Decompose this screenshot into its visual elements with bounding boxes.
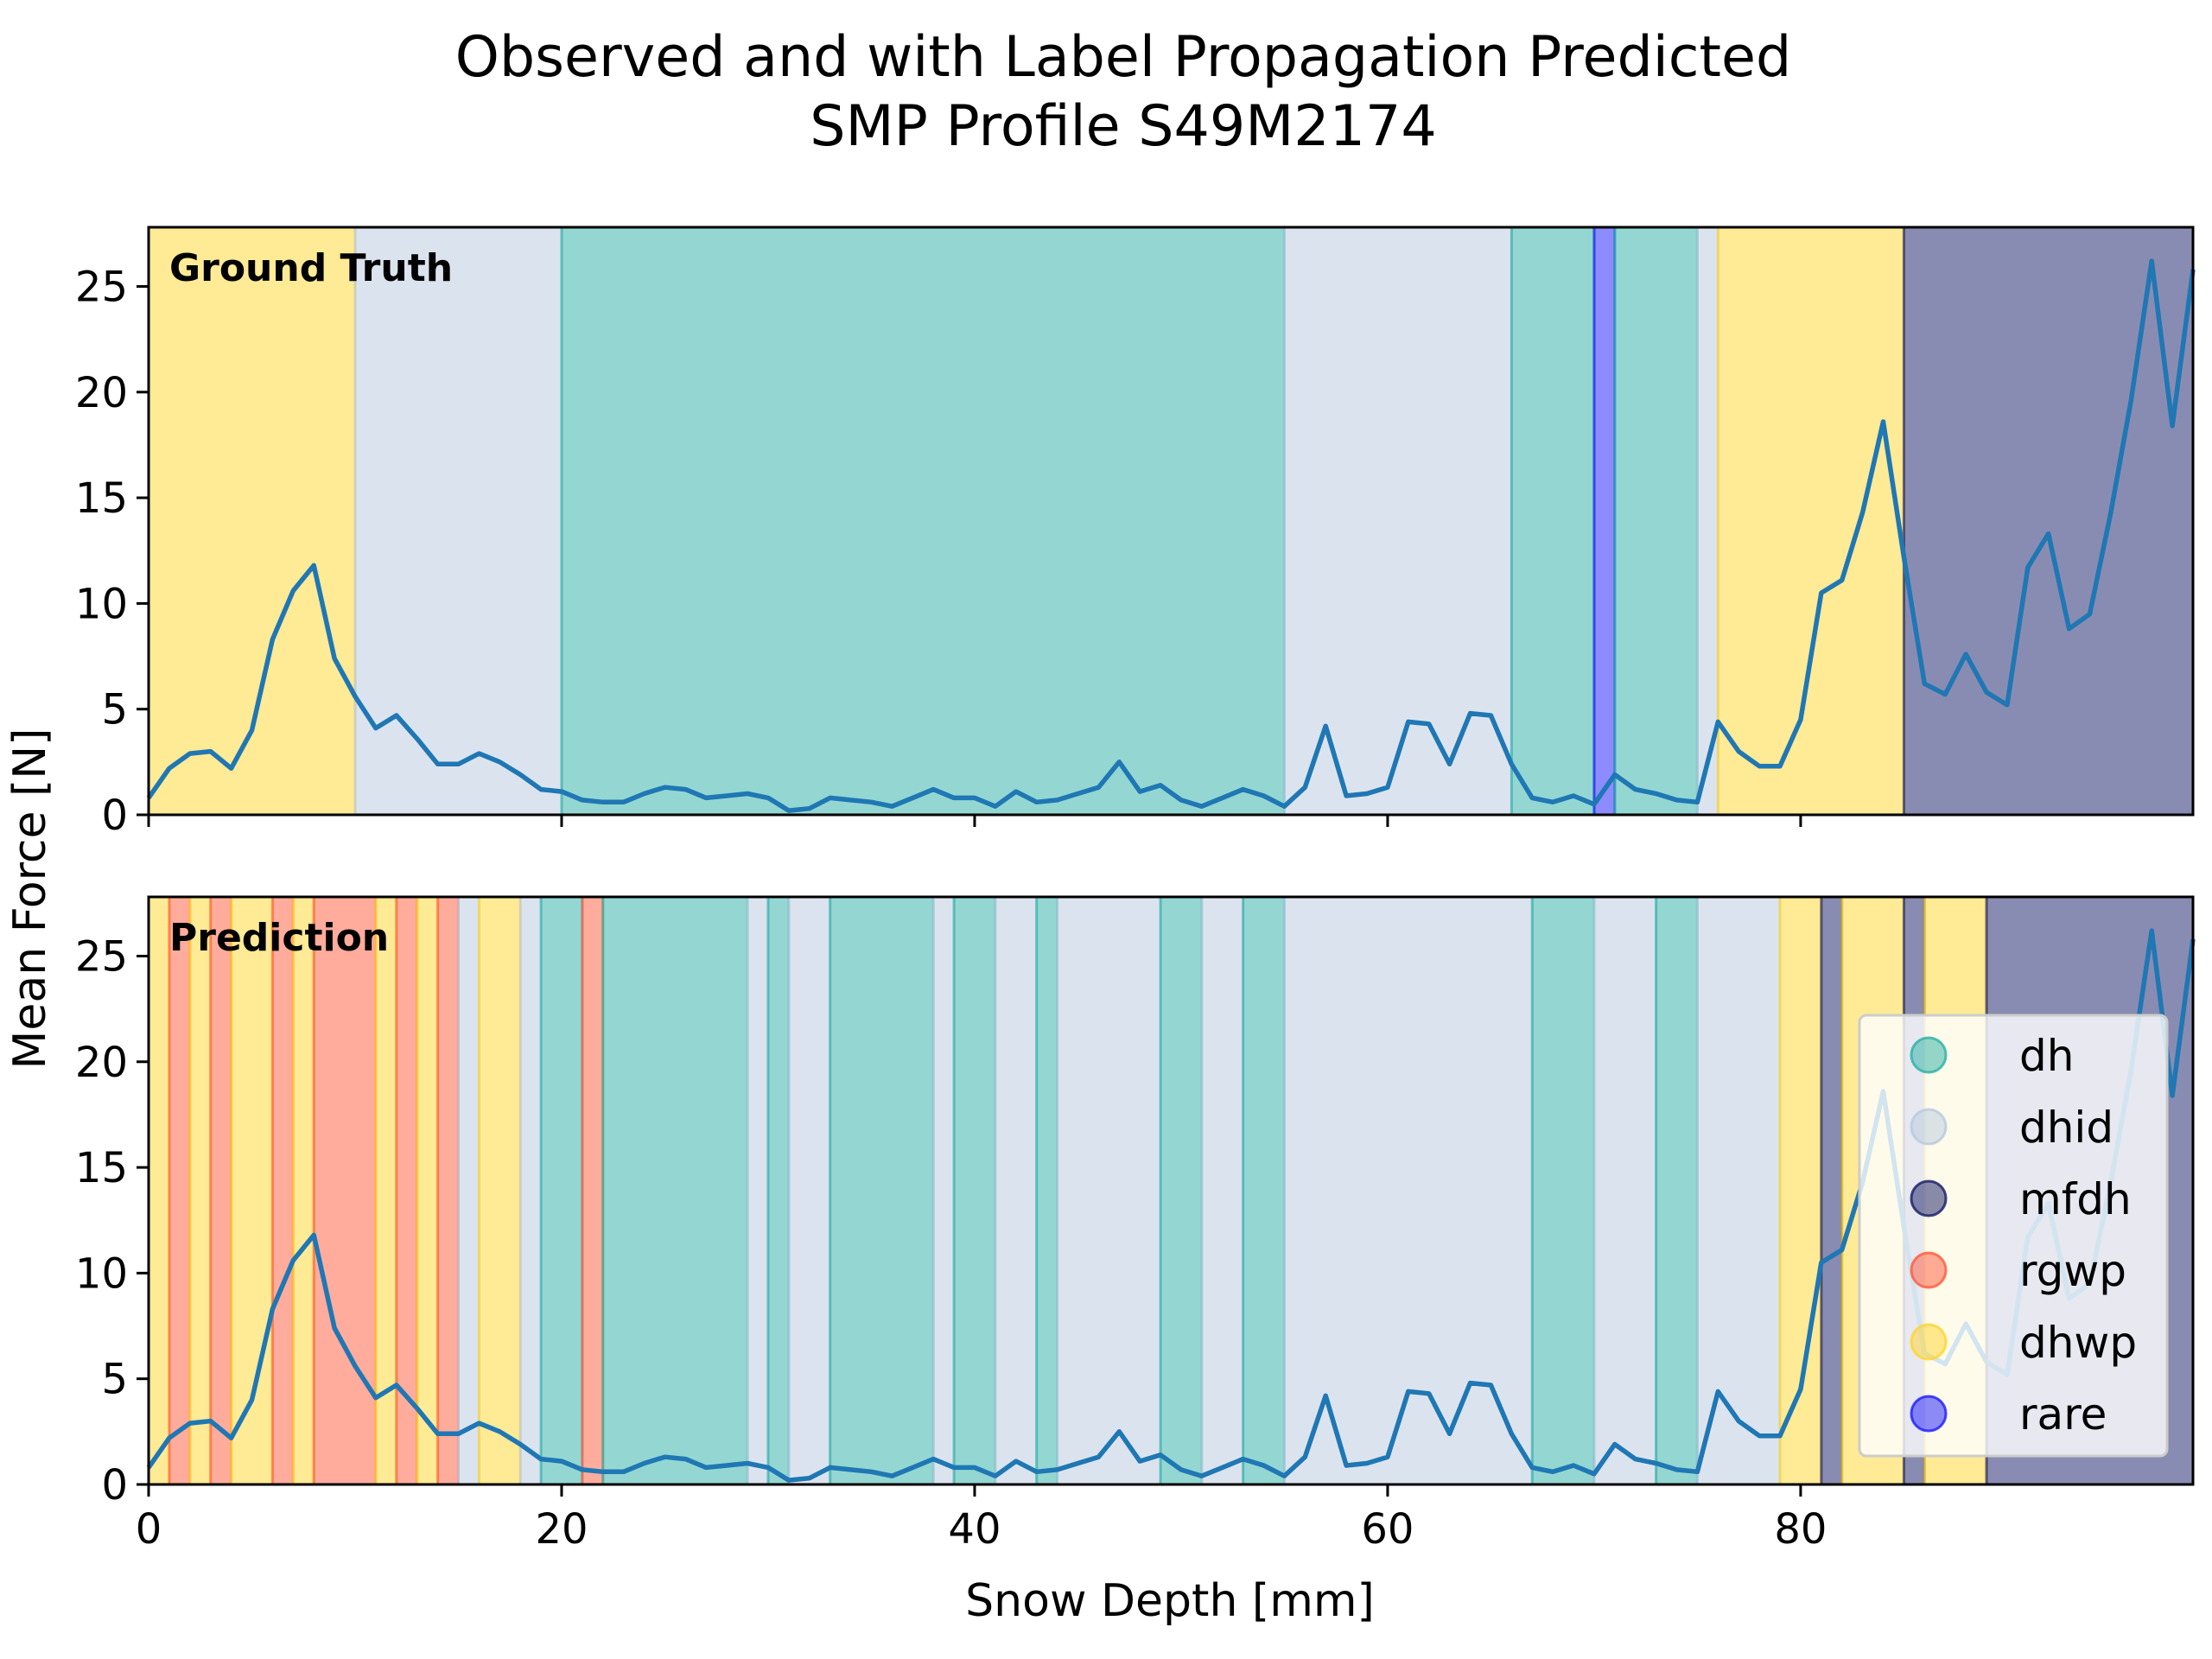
axes-frame: [147, 226, 2195, 817]
segment-dhid: [931, 895, 956, 1486]
segment-dhid: [1200, 895, 1245, 1486]
segment-dhwp: [291, 895, 315, 1486]
x-tick-label: 40: [948, 1505, 1001, 1554]
segment-dh: [1035, 895, 1059, 1486]
y-tick-label: 20: [75, 1039, 128, 1087]
chart-title-line-1: Observed and with Label Propagation Pred…: [455, 25, 1792, 90]
legend-box: [1858, 1014, 2169, 1458]
segment-rare: [1592, 226, 1617, 817]
mean-force-line: [146, 258, 2196, 813]
panel-label: Ground Truth: [169, 246, 453, 290]
x-tick-label: 0: [136, 1505, 162, 1554]
segment-dhid: [1282, 226, 1513, 817]
segment-dhid: [456, 895, 480, 1486]
y-tick-label: 15: [75, 474, 128, 523]
y-tick-label: 15: [75, 1144, 128, 1192]
x-tick-label: 20: [535, 1505, 588, 1554]
segment-dhwp: [477, 895, 522, 1486]
legend-label-rare: rare: [2019, 1389, 2107, 1440]
x-tick-label: 80: [1774, 1505, 1827, 1554]
segment-dh: [560, 226, 1286, 817]
y-tick-label: 25: [75, 932, 128, 981]
legend-marker-rare: [1910, 1395, 1948, 1433]
legend-label-rgwp: rgwp: [2019, 1246, 2126, 1296]
segment-dh: [1242, 895, 1286, 1486]
segment-dhwp: [147, 226, 357, 817]
segment-dh: [829, 895, 935, 1486]
segment-dhwp: [1716, 226, 1905, 817]
segment-rgwp: [436, 895, 460, 1486]
legend: dh dhid mfdh rgwp dhwp rare: [1858, 1014, 2169, 1458]
segment-dh: [539, 895, 584, 1486]
y-tick-label: 5: [101, 1356, 128, 1404]
legend-label-mfdh: mfdh: [2019, 1174, 2132, 1224]
segment-dh: [1530, 895, 1596, 1486]
legend-marker-dhid: [1910, 1108, 1948, 1146]
segment-dhwp: [188, 895, 213, 1486]
segment-dhid: [1592, 895, 1658, 1486]
segment-dhid: [787, 895, 832, 1486]
panel-label: Prediction: [169, 916, 389, 960]
y-tick-label: 20: [75, 369, 128, 417]
segment-dhid: [353, 226, 563, 817]
y-axis-label: Mean Force [N]: [4, 728, 56, 1070]
segment-dhid: [1056, 895, 1162, 1486]
axes-frame: [147, 895, 2195, 1486]
segment-rgwp: [270, 895, 295, 1486]
segment-dhid: [746, 895, 770, 1486]
segment-dh: [1159, 895, 1204, 1486]
segment-dh: [1613, 226, 1699, 817]
chart-title-line-2: SMP Profile S49M2174: [810, 94, 1436, 159]
y-tick-label: 0: [101, 791, 128, 840]
segment-dh: [1510, 226, 1596, 817]
x-axis-label: Snow Depth [mm]: [965, 1575, 1375, 1627]
segment-dhid: [518, 895, 543, 1486]
x-tick-label: 60: [1361, 1505, 1414, 1554]
ground-truth-panel: 0 5 10 15 20 25 Ground Truth: [75, 226, 2196, 840]
segment-dh: [766, 895, 791, 1486]
segment-rgwp: [312, 895, 378, 1486]
legend-label-dh: dh: [2019, 1031, 2074, 1081]
segment-dhid: [1695, 895, 1782, 1486]
mean-force-line: [146, 928, 2196, 1483]
segment-rgwp: [581, 895, 605, 1486]
segment-mfdh: [1902, 226, 2195, 817]
y-tick-label: 0: [101, 1461, 128, 1510]
segment-rgwp: [209, 895, 233, 1486]
legend-marker-mfdh: [1910, 1179, 1948, 1217]
segment-dh: [952, 895, 997, 1486]
segment-dh: [601, 895, 749, 1486]
segment-dhwp: [1778, 895, 1823, 1486]
segment-rgwp: [168, 895, 192, 1486]
legend-marker-dhwp: [1910, 1323, 1948, 1361]
legend-label-dhid: dhid: [2019, 1103, 2113, 1153]
segment-mfdh: [1820, 895, 1844, 1486]
y-tick-label: 5: [101, 686, 128, 734]
y-tick-label: 10: [75, 1249, 128, 1298]
segment-dhid: [994, 895, 1039, 1486]
y-tick-label: 25: [75, 263, 128, 311]
legend-marker-rgwp: [1910, 1251, 1948, 1289]
y-tick-label: 10: [75, 580, 128, 628]
legend-marker-dh: [1910, 1036, 1948, 1074]
legend-label-dhwp: dhwp: [2019, 1318, 2137, 1368]
segment-dhwp: [147, 895, 171, 1486]
segment-dh: [1655, 895, 1699, 1486]
segment-dhwp: [416, 895, 440, 1486]
